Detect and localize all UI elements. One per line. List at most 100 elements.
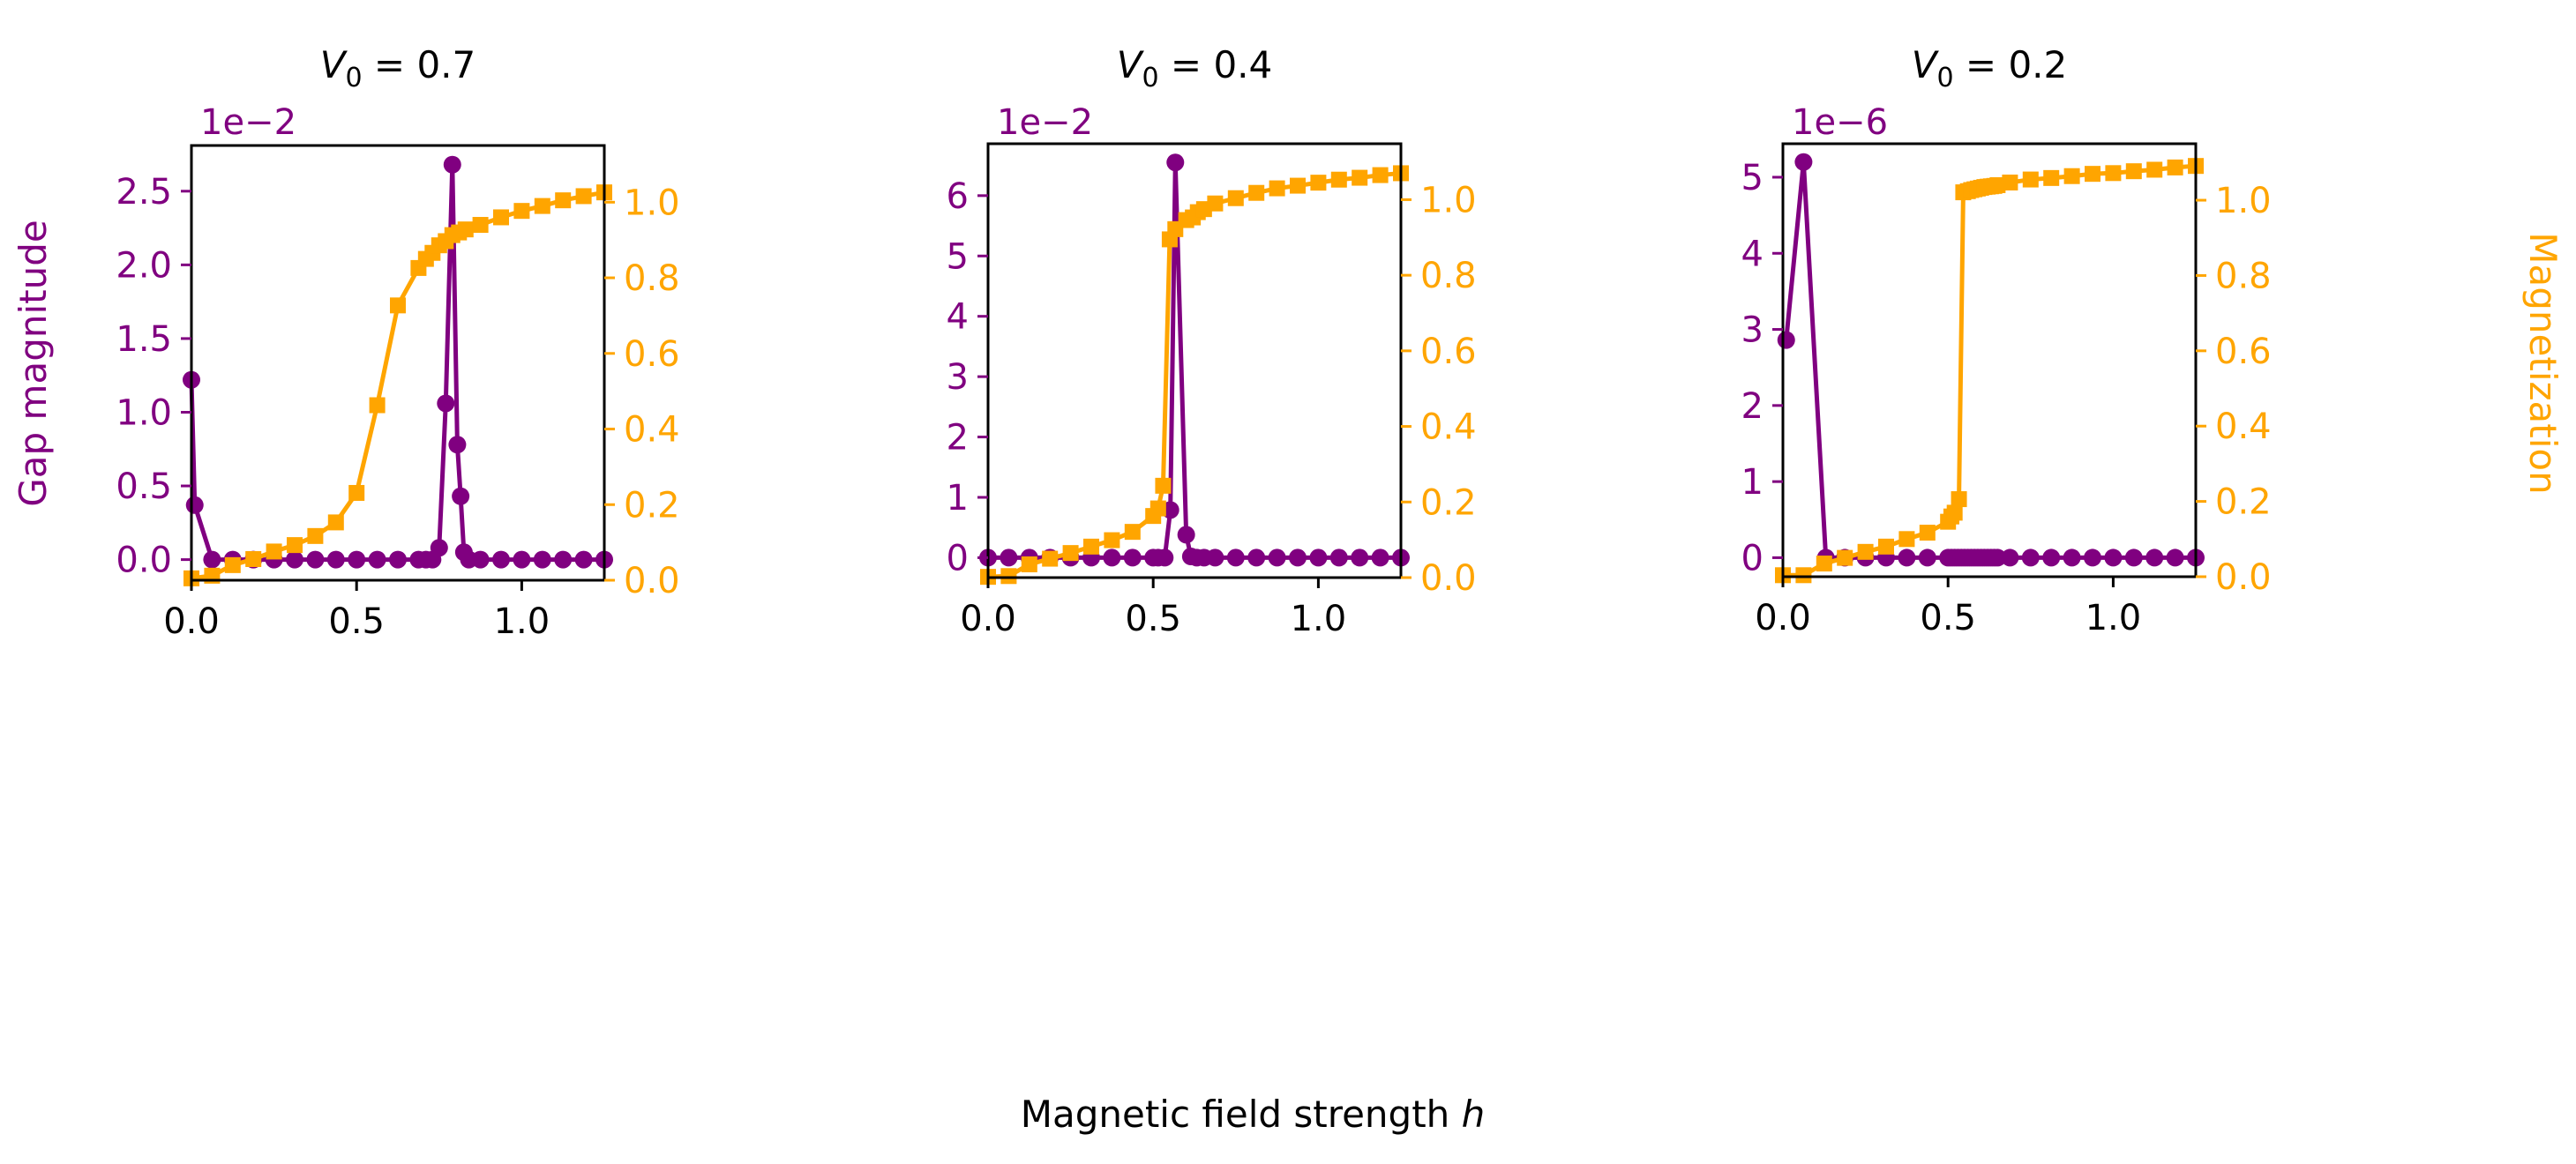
left-axis-offset-text: 1e−2 — [200, 102, 296, 143]
right-y-tick-label: 0.4 — [2215, 407, 2272, 447]
gap-point — [1329, 548, 1348, 567]
magnetization-point — [534, 198, 550, 214]
left-y-tick-label: 2.5 — [116, 172, 172, 213]
magnetization-point — [1124, 524, 1141, 541]
title-subscript: 0 — [1142, 63, 1158, 93]
right-y-tick-label: 0.0 — [2215, 557, 2272, 598]
left-y-tick-label: 5 — [1741, 158, 1764, 198]
x-tick-label: 1.0 — [1291, 599, 1347, 639]
gap-point — [286, 550, 303, 569]
magnetization-point — [2085, 166, 2100, 183]
right-y-axis-label: Magnetization — [2521, 232, 2565, 494]
gap-series — [183, 155, 613, 569]
title-subscript: 0 — [1936, 63, 1953, 93]
magnetization-point — [1989, 176, 2006, 193]
magnetization-point — [1207, 195, 1224, 212]
left-axis-offset-text: 1e−6 — [1792, 102, 1888, 143]
panel-3: V0 = 0.21e−60.0 0.5 1.00123450.00.20.40.60… — [1741, 43, 2272, 638]
panel-title: V0 = 0.2 — [1912, 43, 2068, 93]
left-y-tick-label: 0.5 — [116, 466, 172, 507]
title-rest: = 0.2 — [1954, 43, 2068, 86]
gap-point — [2124, 548, 2143, 567]
left-y-tick-label: 0 — [947, 538, 969, 578]
magnetization-point — [1227, 190, 1244, 206]
magnetization-point — [1290, 177, 1306, 194]
magnetization-line — [191, 190, 605, 581]
gap-point — [1000, 548, 1018, 567]
gap-point — [1898, 548, 1916, 567]
right-y-tick-label: 0.8 — [1420, 256, 1477, 296]
magnetization-point — [1857, 543, 1874, 560]
left-y-tick-label: 2.0 — [116, 245, 172, 286]
left-y-tick-label: 3 — [947, 357, 969, 398]
gap-point — [2063, 548, 2081, 567]
gap-point — [1206, 548, 1224, 567]
gap-point — [448, 436, 467, 454]
magnetization-point — [1149, 500, 1166, 517]
right-y-tick-label: 0.0 — [1420, 558, 1477, 599]
gap-point — [533, 550, 551, 569]
magnetization-series — [1775, 158, 2204, 584]
x-tick-label: 1.0 — [2086, 598, 2142, 638]
left-y-tick-label: 1.0 — [116, 392, 172, 433]
magnetization-point — [2063, 168, 2080, 184]
gap-point — [554, 550, 573, 569]
right-y-tick-label: 0.2 — [1420, 482, 1477, 523]
x-tick-label: 0.5 — [1920, 598, 1976, 638]
gap-point — [452, 487, 470, 505]
magnetization-point — [513, 203, 530, 220]
magnetization-point — [1837, 549, 1853, 566]
magnetization-point — [1155, 477, 1172, 494]
gap-point — [1156, 548, 1174, 567]
gap-point — [1371, 548, 1389, 567]
gap-point — [1777, 331, 1795, 349]
magnetization-point — [348, 484, 365, 501]
gap-line — [189, 164, 604, 563]
gap-point — [306, 550, 325, 569]
magnetization-point — [493, 209, 509, 226]
left-axis-offset-text: 1e−2 — [997, 102, 1093, 143]
right-y-tick-label: 0.6 — [624, 334, 680, 375]
gap-point — [368, 550, 386, 569]
left-y-tick-label: 1 — [947, 478, 969, 519]
magnetization-point — [390, 297, 406, 314]
gap-point — [348, 550, 366, 569]
left-y-tick-label: 6 — [947, 176, 969, 217]
x-tick-label: 0.0 — [1755, 598, 1811, 638]
gap-point — [443, 155, 461, 174]
magnetization-point — [1000, 568, 1017, 585]
gap-point — [1289, 548, 1307, 567]
left-y-tick-label: 1 — [1741, 462, 1764, 503]
right-y-tick-label: 0.6 — [2215, 332, 2272, 372]
gap-point — [1351, 548, 1369, 567]
gap-point — [1309, 548, 1328, 567]
x-tick-label: 0.0 — [960, 599, 1016, 639]
magnetization-point — [1269, 180, 1285, 197]
right-y-tick-label: 1.0 — [1420, 180, 1477, 220]
gap-point — [1918, 548, 1936, 567]
magnetization-point — [1951, 491, 1967, 508]
gap-point — [2001, 548, 2019, 567]
axes-frame — [986, 142, 1403, 579]
magnetization-series — [183, 184, 612, 586]
gap-point — [2021, 548, 2040, 567]
gap-point — [185, 496, 204, 514]
magnetization-point — [575, 188, 592, 205]
magnetization-point — [1816, 556, 1832, 572]
magnetization-point — [2043, 169, 2060, 186]
gap-point — [2104, 548, 2123, 567]
magnetization-point — [1248, 184, 1265, 201]
x-axis-label: Magnetic field strength h — [1021, 1093, 1486, 1136]
gap-point — [471, 550, 490, 569]
gap-line — [1784, 161, 2196, 560]
magnetization-point — [1330, 171, 1347, 188]
gap-point — [326, 550, 345, 569]
magnetization-line — [1783, 163, 2197, 578]
panel-title: V0 = 0.4 — [1117, 43, 1273, 93]
panel-1: V0 = 0.7 1e−2 0.0 0.5 1.0 0.0 0.5 1.0 1.5 2.0 2.5 0… — [116, 43, 679, 642]
magnetization-point — [1946, 504, 1963, 521]
left-y-axis-label: Gap magnitude — [11, 220, 55, 506]
right-y-tick-label: 0.8 — [624, 258, 680, 299]
x-tick-label: 0.0 — [163, 601, 220, 642]
gap-point — [1123, 548, 1142, 567]
